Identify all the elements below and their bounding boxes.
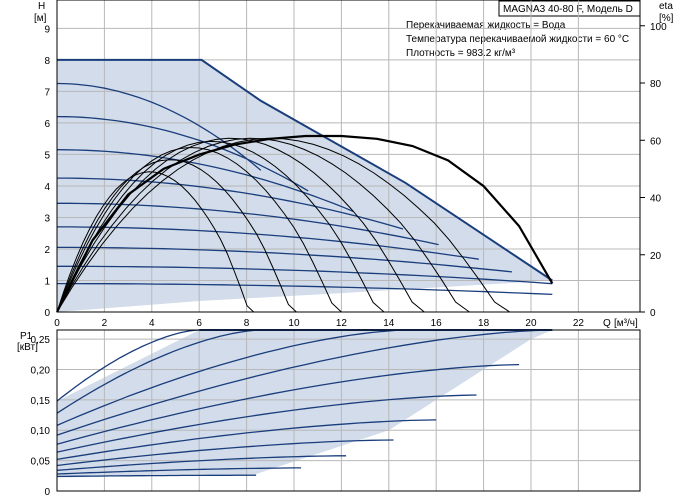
y-axis-unit-p1: [кВт] — [17, 342, 38, 353]
y-tick-label-h: 8 — [44, 56, 50, 67]
x-tick-label: 22 — [573, 318, 585, 329]
x-axis-unit-q: [м³/ч] — [614, 318, 638, 329]
efficiency-curve — [56, 159, 297, 313]
power-curve — [57, 474, 257, 478]
efficiency-curve — [56, 140, 385, 313]
y2-tick-label-eta: 100 — [650, 22, 667, 33]
note-temperature: Температура перекачиваемой жидкости = 60… — [406, 34, 629, 45]
y2-tick-label-eta: 60 — [650, 136, 662, 147]
y-axis-label-p1: P1 — [20, 331, 33, 342]
head-curve — [57, 282, 553, 296]
y-tick-label-p1: 0,20 — [31, 365, 51, 376]
x-tick-label: 18 — [478, 318, 490, 329]
power-curve — [56, 394, 477, 453]
y-tick-label-h: 5 — [44, 150, 50, 161]
y-tick-label-h: 4 — [44, 182, 50, 193]
power-curve — [56, 329, 200, 402]
x-tick-label: 12 — [336, 318, 348, 329]
head-curve — [57, 177, 404, 230]
note-density: Плотность = 983.2 кг/м³ — [406, 48, 516, 59]
y-tick-label-h: 1 — [44, 276, 50, 287]
head-curve — [57, 246, 513, 273]
x-tick-label: 8 — [244, 318, 250, 329]
y2-tick-label-eta: 20 — [650, 251, 662, 262]
x-tick-label: 6 — [196, 318, 202, 329]
x-tick-label: 2 — [102, 318, 108, 329]
note-fluid: Перекачиваемая жидкость = Вода — [406, 20, 566, 31]
efficiency-curve — [56, 146, 342, 313]
max-head-line — [57, 58, 553, 282]
y-tick-label-h: 3 — [44, 213, 50, 224]
power-curve — [56, 363, 520, 445]
power-curve — [56, 467, 302, 475]
y2-tick-label-eta: 80 — [650, 79, 662, 90]
x-tick-label: 14 — [383, 318, 395, 329]
power-curve — [56, 439, 394, 467]
y-tick-label-p1: 0,15 — [31, 396, 51, 407]
bottom-plot-frame — [56, 329, 641, 492]
y-axis-unit-h: [м] — [34, 13, 47, 24]
y-tick-label-h: 2 — [44, 245, 50, 256]
y-tick-label-h: 6 — [44, 119, 50, 130]
x-tick-label: 16 — [431, 318, 443, 329]
y2-axis-label-eta: eta — [659, 1, 673, 12]
head-curve — [56, 149, 354, 212]
power-curve — [56, 329, 408, 426]
y-tick-label-p1: 0,05 — [31, 457, 51, 468]
y2-tick-label-eta: 40 — [650, 194, 662, 205]
x-tick-label: 10 — [288, 318, 300, 329]
x-tick-label: 4 — [149, 318, 155, 329]
x-tick-label: 20 — [525, 318, 537, 329]
y2-tick-label-eta: 0 — [650, 308, 656, 319]
y-tick-label-p1: 0,25 — [31, 335, 51, 346]
y-tick-label-p1: 0,10 — [31, 426, 51, 437]
tick-label-layer: 0 2 4 6 8 10 12 14 16 18 20 22012345678902040608010… — [31, 22, 668, 498]
y2-axis-unit-eta: [%] — [659, 13, 674, 24]
power-curve — [56, 329, 553, 436]
head-curve — [56, 115, 309, 192]
efficiency-curve — [56, 171, 255, 313]
head-curve — [57, 265, 553, 285]
max-efficiency-curve — [56, 134, 554, 313]
top-plot-frame — [56, 0, 641, 313]
y-tick-label-p1: 0 — [44, 487, 50, 498]
y-tick-label-h: 0 — [44, 308, 50, 319]
y-tick-label-h: 9 — [44, 24, 50, 35]
x-axis-label-q: Q — [603, 318, 611, 329]
y-tick-label-h: 7 — [44, 87, 50, 98]
x-tick-label: 0 — [54, 318, 60, 329]
chart-title: MAGNA3 40-80 F, Модель D — [503, 4, 633, 15]
head-curve — [56, 82, 262, 171]
power-curve — [56, 455, 347, 471]
power-curve — [56, 329, 261, 414]
head-curve — [57, 226, 479, 260]
y-axis-label-h: H — [38, 1, 45, 12]
power-curve — [56, 419, 437, 461]
